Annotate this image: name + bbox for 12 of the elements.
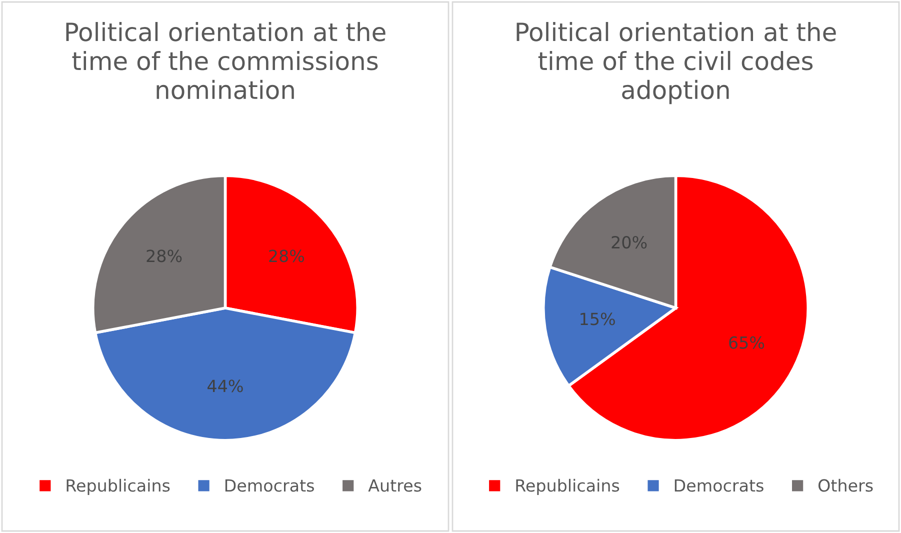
chart-title: Political orientation at the time of the commissions nomination xyxy=(66,22,386,100)
data-label: 44% xyxy=(208,380,243,392)
legend-label: Republicains xyxy=(66,478,170,495)
data-label: 65% xyxy=(729,336,764,349)
legend-label: Republicains xyxy=(516,478,620,495)
data-label: 28% xyxy=(269,250,304,262)
chart-title: Political orientation at the time of the civil codes adoption xyxy=(516,22,836,104)
legend-label: Democrats xyxy=(674,479,764,492)
legend-label: Autres xyxy=(368,479,422,492)
legend-label: Democrats xyxy=(225,479,314,492)
legend-label: Others xyxy=(818,478,873,492)
data-label: 15% xyxy=(580,312,615,326)
